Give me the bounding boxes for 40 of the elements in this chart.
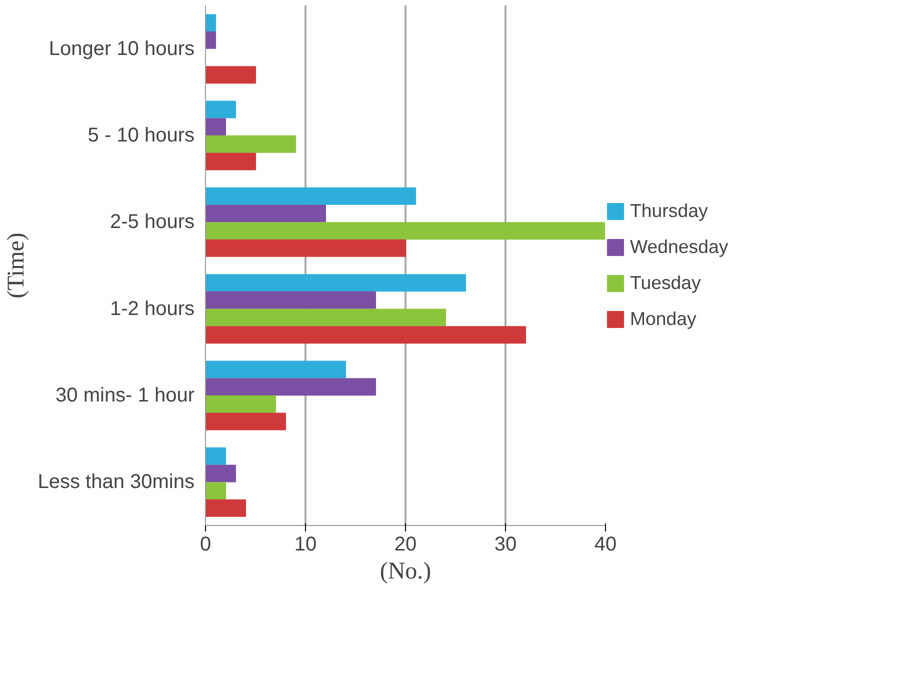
- bar: [206, 395, 276, 413]
- bar: [206, 499, 246, 517]
- x-tick-label: 30: [494, 534, 517, 556]
- y-tick-label: 1-2 hours: [110, 298, 195, 320]
- legend-label: Thursday: [630, 200, 708, 222]
- x-tick-label: 20: [394, 534, 417, 556]
- y-tick-label: 30 mins- 1 hour: [56, 384, 195, 406]
- bar: [206, 66, 256, 84]
- legend-label: Monday: [630, 308, 696, 330]
- y-tick-label: Longer 10 hours: [48, 38, 195, 60]
- x-tick-label: 0: [200, 534, 212, 556]
- bar: [206, 326, 526, 344]
- bar: [206, 464, 236, 482]
- x-tick-label: 10: [294, 534, 317, 556]
- legend-label: Wednesday: [630, 236, 728, 258]
- bar: [206, 222, 606, 240]
- bar: [206, 204, 326, 222]
- y-tick-label: Less than 30mins: [38, 471, 195, 494]
- bar: [206, 31, 216, 49]
- bar: [206, 118, 226, 136]
- bar: [206, 360, 346, 378]
- y-tick-label: 2-5 hours: [110, 211, 195, 234]
- bar: [206, 308, 446, 326]
- x-axis-title: (No.): [380, 558, 432, 584]
- bar: [206, 482, 226, 500]
- y-tick-label: 5 - 10 hours: [88, 124, 195, 146]
- bar: [206, 274, 466, 292]
- bar: [206, 152, 256, 170]
- bar: [206, 187, 416, 205]
- bar: [206, 291, 376, 309]
- bar: [206, 412, 286, 430]
- y-axis-title: (Time): [4, 232, 30, 298]
- legend-label: Tuesday: [630, 272, 701, 294]
- bar: [206, 447, 226, 465]
- x-tick-label: 40: [594, 534, 617, 556]
- bar: [206, 378, 376, 396]
- bar: [206, 100, 236, 118]
- bar: [206, 135, 296, 153]
- bar: [206, 239, 406, 257]
- bar: [206, 14, 216, 32]
